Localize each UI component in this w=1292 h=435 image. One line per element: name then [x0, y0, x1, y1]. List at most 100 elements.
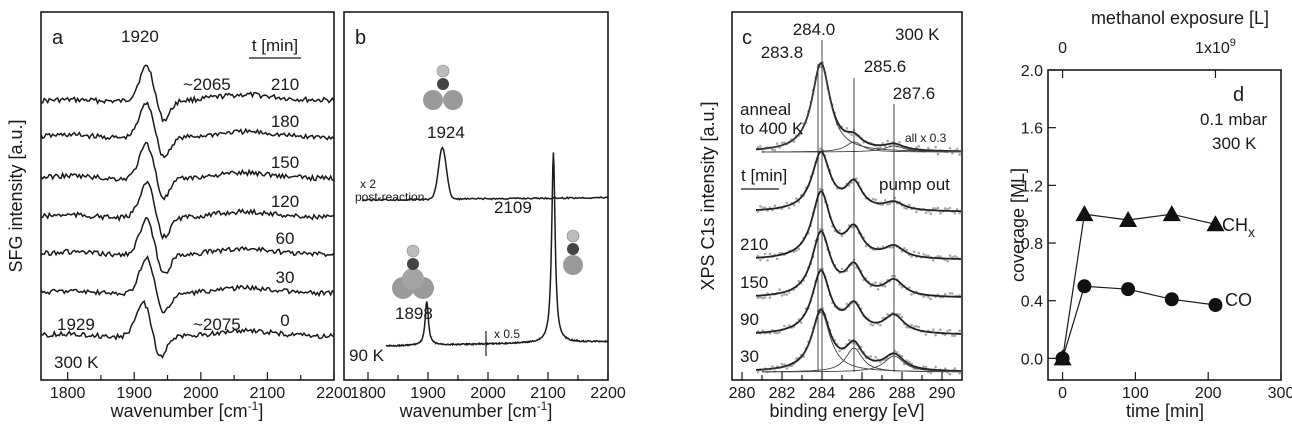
panel-a-frame — [40, 11, 335, 381]
panel-c-label: c — [742, 27, 752, 49]
panel-c-data-point — [943, 367, 947, 371]
panel-c-component-peak — [762, 145, 961, 153]
panel-a-spectrum — [40, 299, 335, 360]
panel-c-data-point — [943, 333, 947, 337]
panel-c-data-point — [905, 207, 909, 210]
panel-c-data-point — [883, 285, 887, 288]
panel-c-data-point — [845, 302, 849, 306]
bridge-co-molecule-icon — [423, 64, 463, 110]
panel-c-data-point — [912, 250, 916, 254]
panel-c-data-point — [934, 365, 937, 369]
panel-c-data-point — [756, 370, 760, 374]
panel-c-e1: 283.8 — [761, 43, 804, 62]
panel-c-data-point — [819, 228, 822, 231]
panel-c-data-point — [943, 293, 947, 296]
panel-d-ytick-label: 0.0 — [1021, 351, 1043, 368]
panel-c-data-point — [775, 257, 779, 261]
panel-c-data-point — [900, 286, 904, 289]
panel-c-data-point — [905, 248, 909, 252]
panel-c-xtick-label: 280 — [729, 385, 756, 402]
panel-c-data-point — [838, 228, 841, 232]
panel-b-xtick-label: 1800 — [350, 385, 386, 402]
panel-d-ytick-label: 2.0 — [1021, 63, 1043, 80]
panel-c-component-peak — [761, 311, 961, 373]
panel-d-ytick-label: 1.2 — [1021, 178, 1043, 195]
panel-d-triangle-marker — [1119, 210, 1138, 227]
panel-c-data-point — [785, 367, 789, 370]
panel-c-data-point — [869, 355, 873, 358]
panel-c-data-point — [787, 291, 791, 294]
panel-c-data-point — [948, 146, 952, 150]
panel-c-data-point — [787, 206, 791, 210]
panel-c-xtick-label: 290 — [929, 385, 956, 402]
panel-d-legend-chx: CHx — [1222, 215, 1255, 240]
panel-c-data-point — [756, 296, 760, 300]
panel-c-data-point — [915, 146, 918, 149]
panel-a-series-label: 60 — [276, 229, 295, 248]
panel-b-frame — [343, 11, 609, 381]
panel-c-data-point — [766, 259, 769, 262]
panel-d-xtick-label: 200 — [1195, 385, 1222, 402]
panel-c-e2: 284.0 — [793, 20, 836, 39]
panel-c-data-point — [905, 325, 909, 329]
panel-a-spectrum — [40, 255, 335, 314]
panel-c-data-point — [948, 254, 952, 257]
panel-c-data-point — [787, 324, 791, 327]
panel-b-spectrum-post-reaction — [361, 146, 609, 202]
panel-d-xtick-label: 300 — [1268, 385, 1292, 402]
panel-c-data-point — [886, 313, 889, 316]
panel-b-xtick-label: 2100 — [530, 385, 566, 402]
panel-c-data-point — [874, 198, 877, 202]
panel-d-top-tick-label: 1x109 — [1195, 37, 1236, 57]
panel-c: 210 150 90 30 280 282 284 286 288 290 c 283.8 28… — [698, 11, 963, 421]
panel-c-data-point — [773, 331, 777, 335]
panel-c-data-point — [883, 145, 887, 148]
panel-c-data-point — [948, 328, 952, 332]
panel-c-data-point — [953, 334, 957, 338]
panel-c-series-label: 90 — [740, 310, 759, 329]
panel-c-data-point — [775, 142, 779, 145]
panel-c-xlabel: binding energy [eV] — [769, 401, 924, 421]
panel-c-data-point — [939, 255, 942, 258]
panel-d-triangle-marker — [1162, 205, 1181, 222]
panel-d-triangle-marker — [1075, 205, 1094, 222]
panel-a-spectrum — [40, 64, 335, 123]
panel-a-peak-bottom: 1929 — [57, 315, 95, 334]
panel-c-data-point — [955, 147, 959, 151]
panel-c-data-point — [934, 145, 937, 149]
panel-c-data-point — [951, 334, 954, 338]
panel-c-scale: all x 0.3 — [905, 131, 947, 145]
panel-d-label: d — [1233, 84, 1244, 106]
panel-c-xtick-label: 286 — [849, 385, 876, 402]
panel-c-data-point — [775, 331, 779, 335]
panel-c-xtick-label: 282 — [769, 385, 796, 402]
panel-c-data-point — [795, 197, 798, 200]
panel-d-top-tick-label: 0 — [1058, 40, 1067, 57]
panel-b-peak-2: 2109 — [494, 198, 532, 217]
panel-c-series-label: 210 — [740, 235, 768, 254]
panel-c-data-point — [785, 293, 789, 296]
panel-c-pump: pump out — [879, 175, 950, 194]
panel-a-spectrum — [40, 141, 335, 201]
panel-c-fit-curve — [755, 190, 961, 260]
panel-c-data-point — [910, 323, 913, 327]
panel-c-data-point — [907, 203, 911, 207]
panel-c-data-point — [761, 329, 765, 333]
panel-c-data-point — [917, 251, 921, 255]
panel-a-ylabel: SFG intensity [a.u.] — [6, 119, 26, 272]
panel-c-data-point — [946, 207, 949, 211]
panel-c-component-peak — [762, 355, 961, 373]
panel-c-e3: 285.6 — [864, 57, 907, 76]
panel-c-data-point — [785, 201, 789, 205]
panel-c-data-point — [874, 281, 877, 284]
panel-c-data-point — [891, 274, 894, 278]
panel-c-data-point — [958, 372, 961, 375]
panel-d-temp: 300 K — [1212, 134, 1257, 153]
panel-d: 0 100 200 300 0.0 0.4 0.8 1.2 1.6 2.0 0 1x109 d 0.1… — [1008, 8, 1292, 421]
panel-c-data-point — [931, 207, 935, 210]
panel-c-data-point — [792, 203, 796, 207]
panel-d-ytick-label: 0.8 — [1021, 236, 1043, 253]
panel-c-data-point — [759, 295, 762, 299]
panel-c-data-point — [886, 203, 889, 206]
panel-c-data-point — [864, 244, 868, 248]
